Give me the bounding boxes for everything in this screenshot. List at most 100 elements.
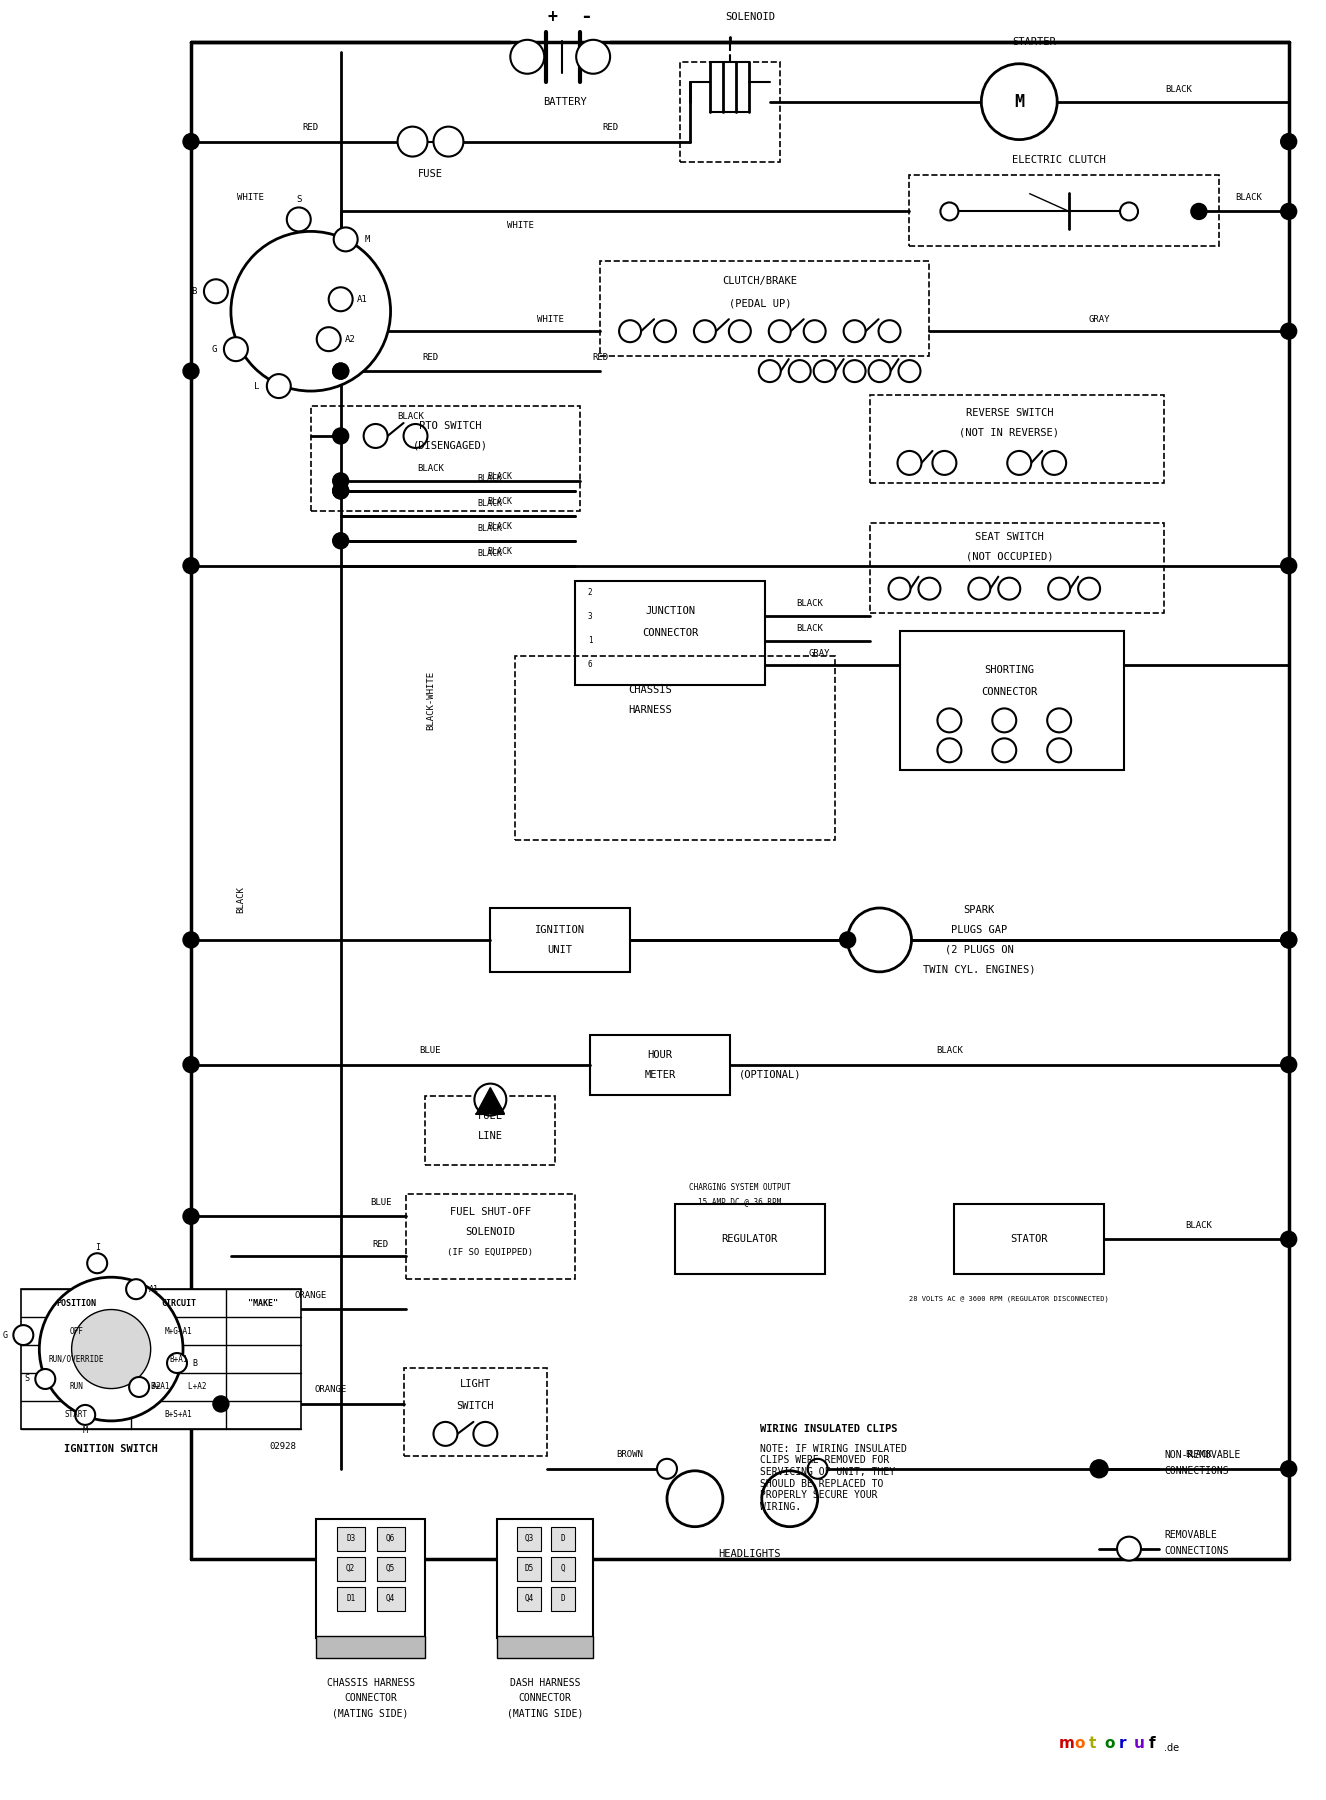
Circle shape: [40, 1278, 183, 1420]
Circle shape: [1048, 578, 1070, 599]
Circle shape: [888, 578, 911, 599]
Bar: [552, 1557, 575, 1580]
Circle shape: [72, 1310, 151, 1388]
Text: GRAY: GRAY: [809, 650, 830, 659]
Bar: [406, 1195, 575, 1280]
Bar: [426, 1096, 556, 1165]
Text: PLUGS GAP: PLUGS GAP: [951, 925, 1008, 934]
Circle shape: [1042, 452, 1066, 475]
Text: STARTER: STARTER: [1012, 36, 1055, 47]
Text: (DISENGAGED): (DISENGAGED): [412, 441, 488, 452]
Circle shape: [1116, 1537, 1140, 1561]
Bar: [910, 175, 1219, 247]
Text: CLUTCH/BRAKE: CLUTCH/BRAKE: [723, 275, 797, 286]
Text: B+S+A1: B+S+A1: [164, 1411, 192, 1420]
Text: WHITE: WHITE: [507, 221, 534, 230]
Bar: [552, 1586, 575, 1611]
Text: M: M: [82, 1426, 88, 1435]
Text: BLACK: BLACK: [488, 522, 513, 531]
Circle shape: [183, 1057, 199, 1073]
Text: ORANGE: ORANGE: [294, 1291, 328, 1300]
Circle shape: [363, 425, 387, 448]
Text: M: M: [1014, 92, 1024, 110]
Circle shape: [333, 473, 349, 490]
Circle shape: [619, 320, 640, 342]
Circle shape: [843, 360, 866, 382]
Text: CHASSIS HARNESS: CHASSIS HARNESS: [326, 1678, 415, 1688]
Text: RED: RED: [423, 353, 439, 362]
Bar: [552, 1526, 575, 1550]
Circle shape: [398, 126, 427, 157]
Text: OFF: OFF: [69, 1327, 84, 1336]
Circle shape: [729, 320, 751, 342]
Circle shape: [224, 337, 248, 362]
Circle shape: [992, 709, 1016, 733]
Text: FUSE: FUSE: [418, 169, 443, 178]
Text: SOLENOID: SOLENOID: [465, 1228, 516, 1237]
Circle shape: [843, 320, 866, 342]
Text: 28 VOLTS AC @ 3600 RPM (REGULATOR DISCONNECTED): 28 VOLTS AC @ 3600 RPM (REGULATOR DISCON…: [910, 1296, 1109, 1303]
Text: 15 AMP DC @ 36 RPM: 15 AMP DC @ 36 RPM: [699, 1197, 781, 1206]
Text: UNIT: UNIT: [548, 945, 573, 954]
Text: ORANGE: ORANGE: [314, 1386, 347, 1395]
Text: CIRCUIT: CIRCUIT: [160, 1298, 196, 1307]
Text: HARNESS: HARNESS: [629, 706, 672, 715]
Circle shape: [654, 320, 676, 342]
Text: START: START: [65, 1411, 88, 1420]
Text: A2: A2: [152, 1382, 162, 1391]
Bar: [403, 1368, 548, 1456]
Circle shape: [932, 452, 956, 475]
Circle shape: [998, 578, 1020, 599]
Bar: [870, 522, 1164, 612]
Text: o: o: [1074, 1735, 1085, 1751]
Circle shape: [1281, 932, 1297, 949]
Text: G: G: [211, 344, 216, 353]
Text: B+A1    L+A2: B+A1 L+A2: [151, 1382, 207, 1391]
Text: B+A1: B+A1: [170, 1355, 188, 1364]
Circle shape: [693, 320, 716, 342]
Text: LINE: LINE: [477, 1130, 503, 1141]
Text: STATOR: STATOR: [1010, 1235, 1048, 1244]
Circle shape: [992, 738, 1016, 761]
Bar: [497, 1519, 593, 1638]
Bar: [517, 1526, 541, 1550]
Circle shape: [898, 452, 922, 475]
Bar: [497, 1636, 593, 1658]
Circle shape: [334, 227, 358, 252]
Text: BLACK: BLACK: [796, 625, 823, 634]
Circle shape: [1281, 133, 1297, 149]
Circle shape: [981, 63, 1057, 140]
Text: WIRING INSULATED CLIPS: WIRING INSULATED CLIPS: [760, 1424, 898, 1435]
Text: HOUR: HOUR: [647, 1049, 672, 1060]
Circle shape: [577, 40, 610, 74]
Circle shape: [1281, 932, 1297, 949]
Circle shape: [434, 1422, 457, 1445]
Circle shape: [333, 428, 349, 445]
Text: IGNITION SWITCH: IGNITION SWITCH: [64, 1444, 158, 1454]
Text: D: D: [561, 1534, 565, 1543]
Text: B: B: [192, 1359, 198, 1368]
Circle shape: [919, 578, 940, 599]
Text: BLACK: BLACK: [488, 472, 513, 481]
Bar: [310, 407, 581, 511]
Text: Q4: Q4: [386, 1595, 395, 1604]
Bar: [337, 1557, 365, 1580]
Text: BLACK: BLACK: [1185, 1220, 1212, 1229]
Text: PTO SWITCH: PTO SWITCH: [419, 421, 481, 430]
Text: CONNECTOR: CONNECTOR: [642, 628, 697, 637]
Text: A1: A1: [149, 1285, 159, 1294]
Text: BLACK: BLACK: [477, 524, 503, 533]
Circle shape: [167, 1354, 187, 1373]
Text: CHASSIS: CHASSIS: [629, 686, 672, 695]
Circle shape: [769, 320, 790, 342]
Text: GRAY: GRAY: [1089, 315, 1110, 324]
Circle shape: [1078, 578, 1101, 599]
Circle shape: [789, 360, 810, 382]
Text: 2: 2: [587, 589, 593, 598]
Circle shape: [267, 374, 290, 398]
Text: REVERSE SWITCH: REVERSE SWITCH: [965, 409, 1053, 418]
Polygon shape: [1029, 193, 1069, 211]
Circle shape: [183, 932, 199, 949]
Circle shape: [968, 578, 991, 599]
Text: (NOT IN REVERSE): (NOT IN REVERSE): [959, 428, 1059, 437]
